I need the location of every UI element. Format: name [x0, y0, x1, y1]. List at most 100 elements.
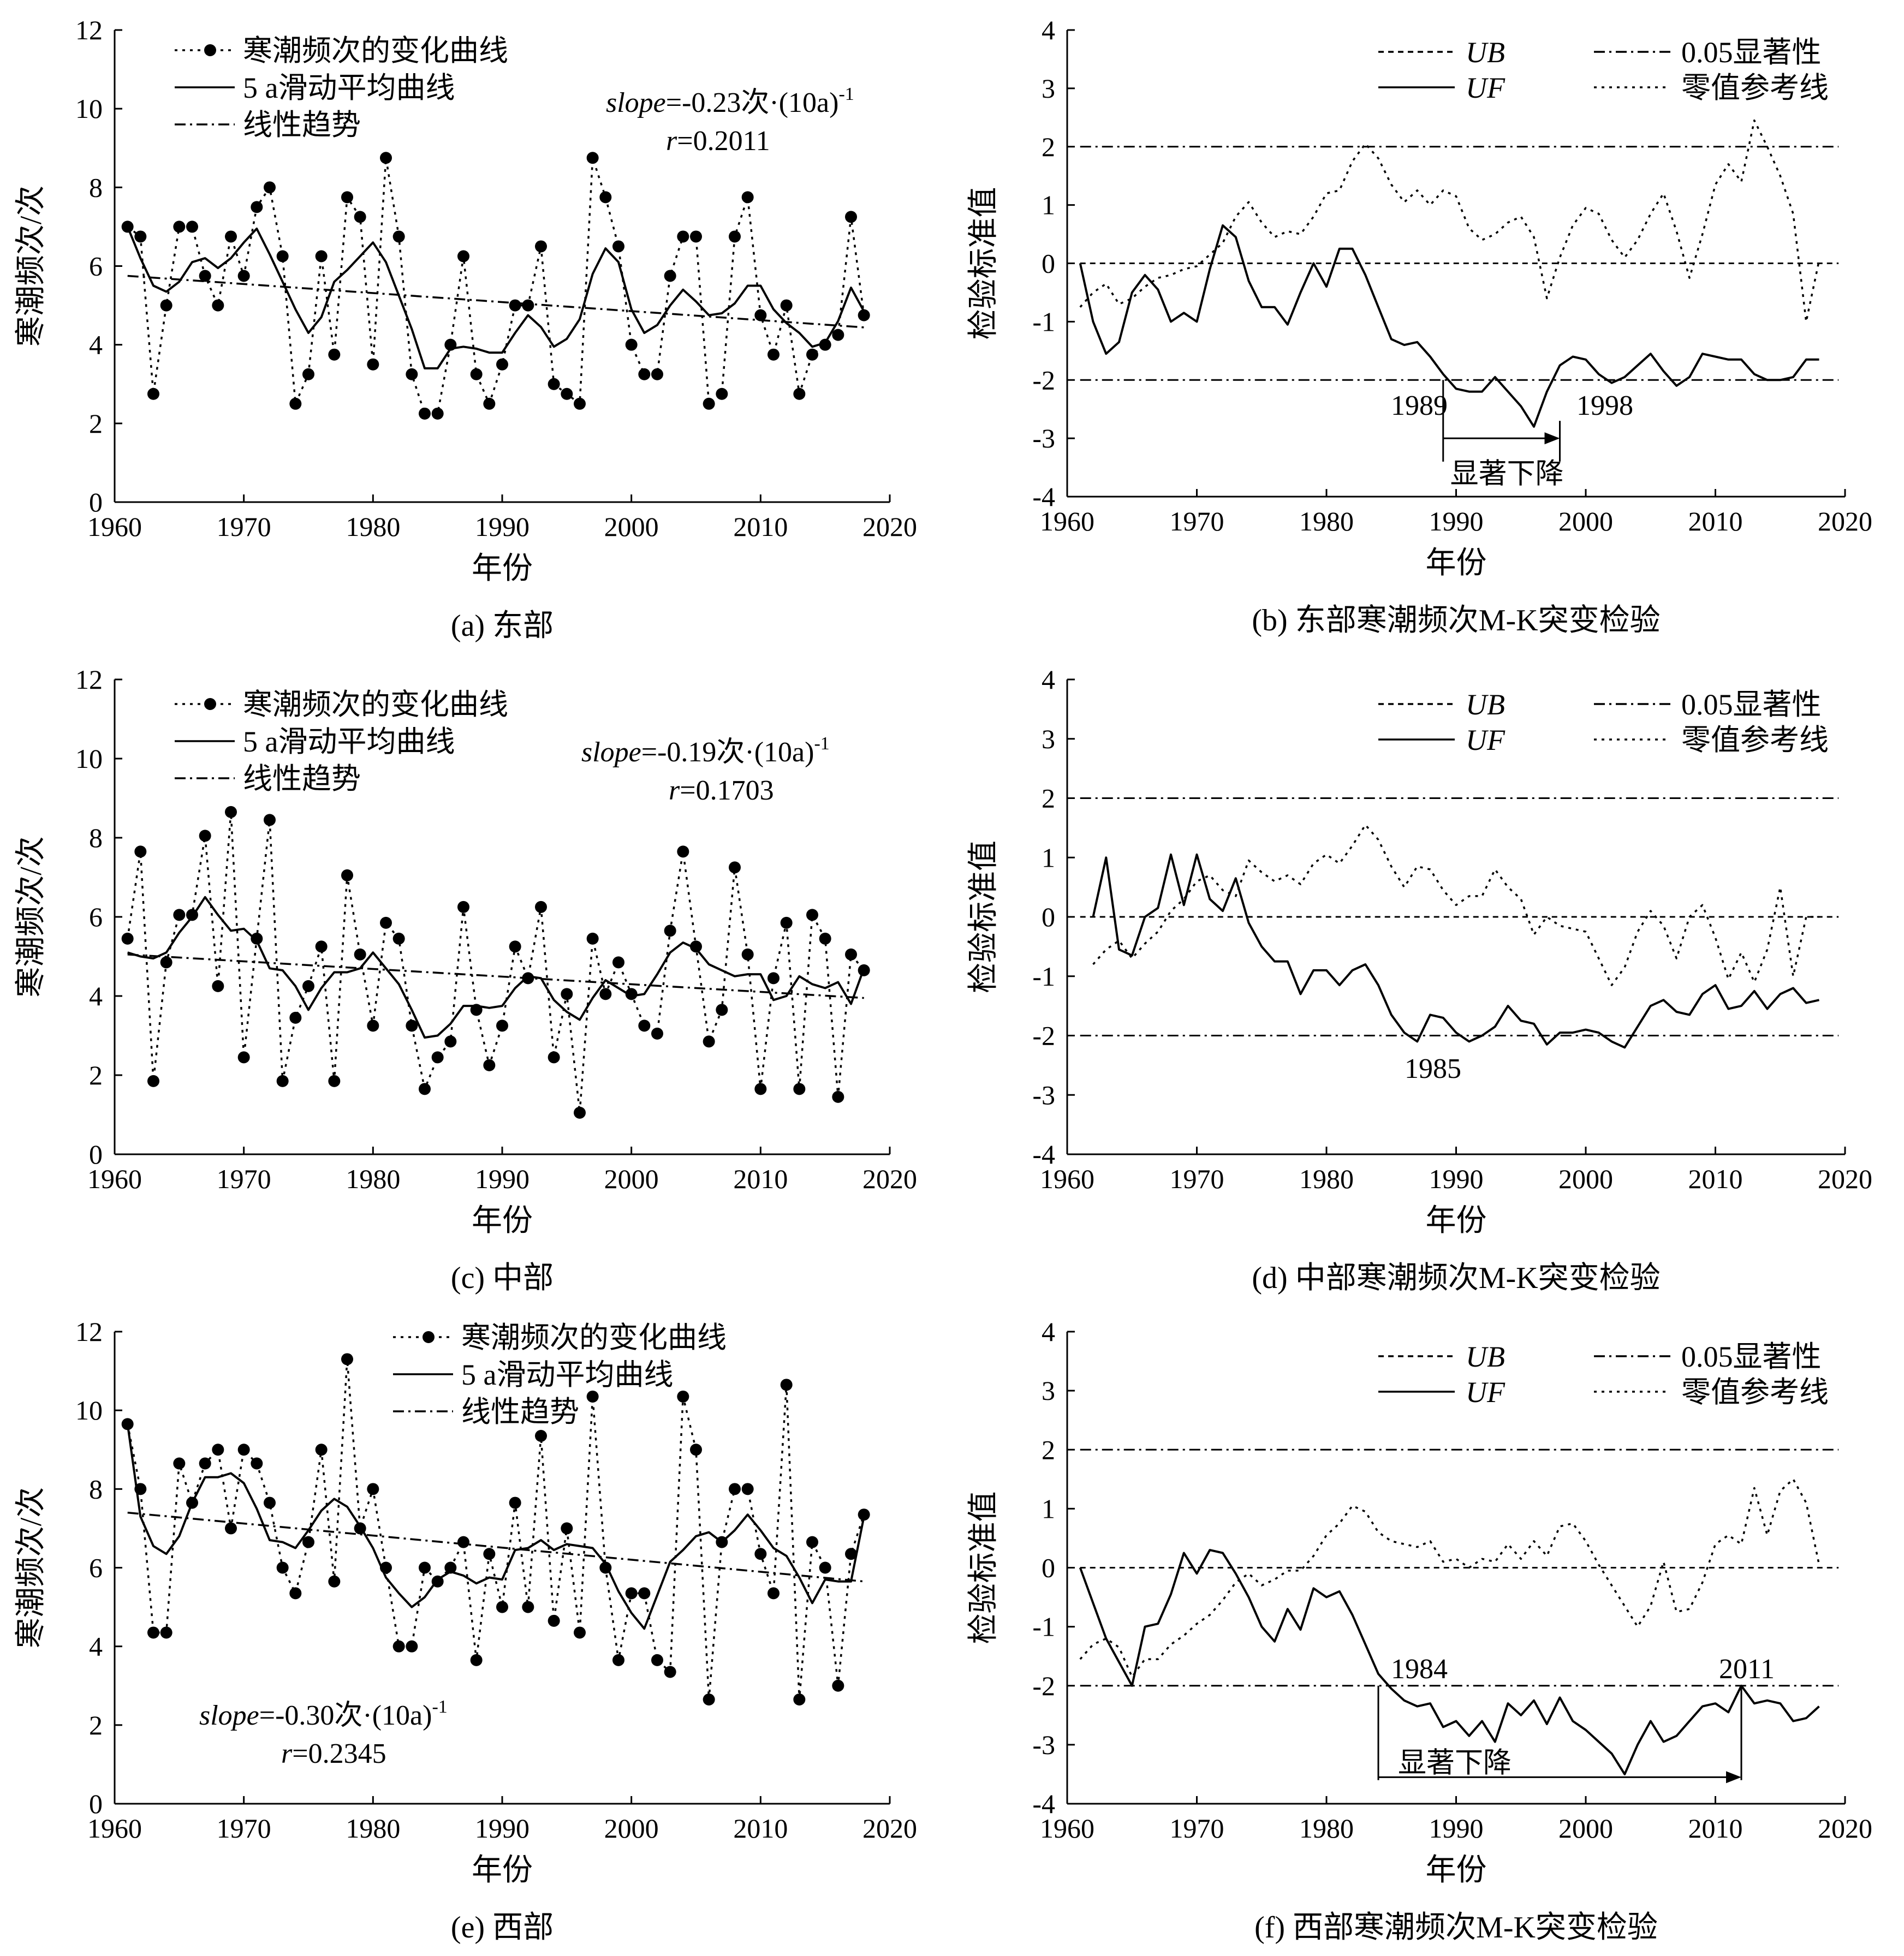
r-annotation: r=0.2011 [666, 126, 770, 157]
data-point-marker [535, 240, 547, 253]
panel-caption: (d) 中部寒潮频次M-K突变检验 [1252, 1261, 1660, 1295]
slope-annotation: slope=-0.30次·(10a)-1 [199, 1697, 448, 1731]
data-point-marker [664, 1666, 676, 1678]
y-tick-label: 6 [89, 1553, 103, 1583]
data-point-marker [457, 250, 469, 263]
dotted-series-line [127, 157, 865, 415]
data-point-marker [586, 932, 599, 945]
y-tick-label: -1 [1032, 306, 1055, 337]
x-tick-label: 1980 [346, 1164, 400, 1194]
data-point-marker [328, 348, 341, 361]
data-point-marker [690, 1444, 702, 1456]
data-point-marker [328, 1575, 341, 1588]
x-tick-label: 1970 [217, 1813, 271, 1844]
legend-label: 零值参考线 [1681, 724, 1829, 756]
y-tick-label: 2 [89, 1060, 103, 1090]
y-tick-label: 8 [89, 172, 103, 202]
solid-series-line [1079, 1549, 1820, 1775]
dotted-series-line [126, 811, 865, 1114]
x-tick-label: 1960 [87, 1164, 142, 1194]
y-tick-label: 0 [1042, 1553, 1055, 1583]
x-tick-label: 2010 [1688, 506, 1743, 536]
data-point-marker [237, 270, 250, 282]
data-point-marker [574, 1626, 586, 1639]
data-point-marker [664, 925, 676, 937]
data-point-marker [729, 1483, 741, 1495]
data-point-marker [225, 230, 237, 243]
legend-swatch-marker [204, 698, 216, 710]
data-point-marker [431, 1051, 444, 1064]
x-tick-label: 2010 [733, 1164, 788, 1194]
x-tick-label: 1980 [1299, 506, 1354, 536]
data-point-marker [431, 407, 444, 420]
x-tick-label: 1990 [1429, 1164, 1484, 1194]
data-point-marker [251, 201, 263, 213]
y-tick-label: 12 [75, 15, 103, 45]
data-point-marker [419, 1083, 431, 1095]
x-tick-label: 2020 [862, 511, 917, 542]
data-point-marker [780, 1379, 793, 1391]
change-year-label: 1984 [1391, 1654, 1448, 1685]
x-tick-label: 1980 [346, 511, 400, 542]
y-axis-label: 寒潮频次/次 [14, 1487, 48, 1649]
data-point-marker [315, 1444, 328, 1456]
decline-note: 显著下降 [1450, 458, 1564, 490]
y-tick-label: -3 [1032, 1730, 1055, 1760]
data-point-marker [780, 299, 793, 312]
data-point-marker [160, 299, 172, 312]
data-point-marker [406, 1640, 418, 1653]
x-tick-label: 1960 [87, 511, 142, 542]
legend-label: 寒潮频次的变化曲线 [243, 688, 508, 721]
data-point-marker [638, 1019, 651, 1032]
x-tick-label: 2010 [733, 1813, 788, 1844]
panel-f-west-mk-test: 1960 1970 1980 1990 2000 2010 2020 -4 -3 -2 -1 0 1 2 3… [967, 1316, 1872, 1945]
data-point-marker [160, 1626, 172, 1639]
x-tick-label: 1960 [1040, 1813, 1094, 1844]
legend-label: 5 a滑动平均曲线 [243, 71, 455, 104]
panel-b-east-mk-test: 1960 1970 1980 1990 2000 2010 2020 -4 -3 -2 -1 0 1 2 3… [967, 15, 1872, 637]
y-tick-label: 4 [89, 1631, 103, 1662]
legend-label: UF [1466, 1376, 1506, 1409]
data-point-marker [819, 932, 831, 945]
data-point-marker [173, 220, 186, 233]
data-point-marker [496, 1019, 508, 1032]
data-point-marker [173, 909, 186, 921]
legend-label: 0.05显著性 [1681, 36, 1822, 69]
dotted-series-line [1092, 824, 1819, 986]
data-point-marker [561, 1522, 573, 1535]
data-point-marker [147, 1075, 159, 1087]
y-tick-label: 0 [89, 1139, 103, 1170]
data-point-marker [793, 1693, 806, 1705]
data-point-marker [134, 230, 147, 243]
y-tick-label: 4 [1042, 664, 1055, 695]
y-tick-label: 0 [89, 487, 103, 517]
x-tick-label: 1960 [1040, 506, 1094, 536]
data-point-marker [444, 1561, 457, 1574]
x-tick-label: 1970 [1170, 1813, 1224, 1844]
data-point-marker [677, 1390, 689, 1403]
data-point-marker [780, 916, 793, 929]
data-point-marker [264, 1496, 276, 1509]
panel-c-central-frequency: 1960 1970 1980 1990 2000 2010 2020 0 2 4 6 8 10 12 年份 寒… [14, 664, 917, 1295]
legend-label: 线性趋势 [461, 1396, 579, 1428]
data-point-marker [328, 1075, 341, 1087]
data-point-marker [535, 901, 547, 913]
data-point-marker [612, 240, 624, 253]
x-axis-label: 年份 [1426, 1853, 1487, 1887]
y-tick-label: 10 [75, 93, 103, 124]
data-point-marker [651, 368, 663, 380]
data-point-marker [703, 397, 715, 410]
data-point-marker [225, 1522, 237, 1535]
data-point-marker [845, 948, 857, 961]
data-point-marker [173, 1457, 186, 1470]
data-point-marker [496, 358, 508, 371]
legend-label: 0.05显著性 [1681, 1340, 1822, 1373]
decline-note: 显著下降 [1398, 1748, 1512, 1779]
x-tick-label: 1970 [217, 1164, 271, 1194]
data-point-marker [703, 1693, 715, 1705]
panel-a-east-frequency: 1960 1970 1980 1990 2000 2010 2020 0 2 4 6 8 10 12 年份 寒… [14, 15, 917, 643]
legend-label: 线性趋势 [243, 762, 361, 795]
data-point-marker [664, 270, 676, 282]
data-point-marker [483, 397, 496, 410]
change-year-label: 1985 [1405, 1053, 1461, 1084]
